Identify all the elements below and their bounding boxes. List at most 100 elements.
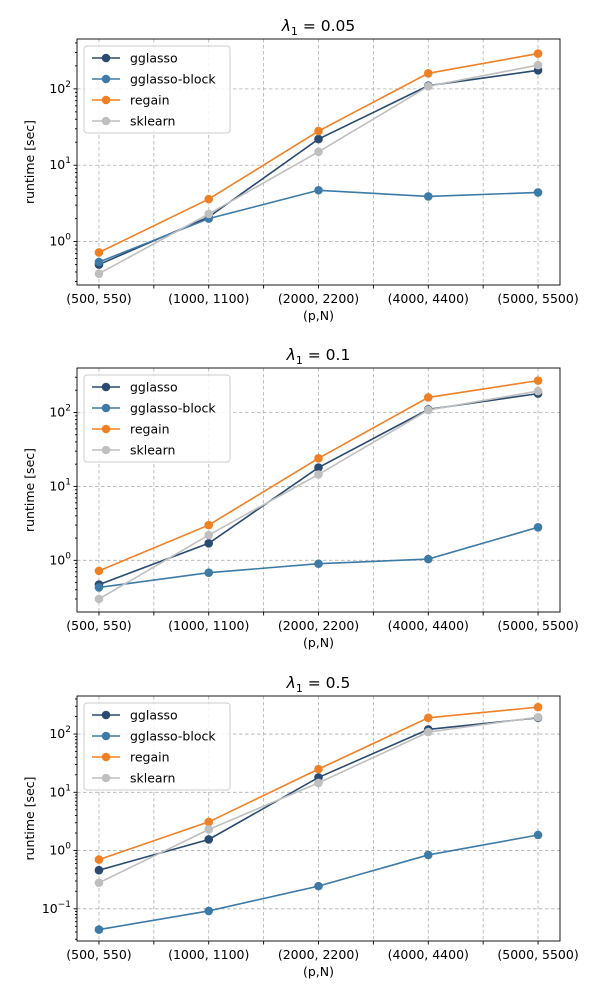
data-point-gglasso-block xyxy=(423,554,433,564)
data-point-gglasso-block xyxy=(314,881,323,891)
data-point-sklearn xyxy=(314,470,323,479)
plot-frame xyxy=(76,367,561,613)
y-axis-label: runtime [sec] xyxy=(22,776,37,860)
legend-label-gglasso-block: gglasso-block xyxy=(130,729,216,744)
x-tick-label: (1000, 1100) xyxy=(168,947,249,962)
x-tick-label: (500, 550) xyxy=(66,947,131,962)
data-point-gglasso xyxy=(94,865,104,875)
x-axis-label: (p,N) xyxy=(303,964,334,979)
legend-box xyxy=(83,374,231,463)
plot-frame xyxy=(76,695,561,942)
data-point-sklearn xyxy=(204,209,214,219)
legend-marker-sklearn xyxy=(101,116,111,126)
x-axis-label: (p,N) xyxy=(303,308,334,323)
legend-label-regain: regain xyxy=(130,93,170,108)
legend-marker-regain xyxy=(101,95,111,105)
plot-frame xyxy=(76,38,561,286)
data-point-gglasso-block xyxy=(94,925,104,934)
data-point-gglasso-block xyxy=(94,583,104,592)
legend-label-sklearn: sklearn xyxy=(130,114,175,129)
chart-panel-1: 100 101 102 (500, 550) (1000, 1100) (2000, 22… xyxy=(22,17,579,323)
data-point-gglasso-block xyxy=(94,257,104,267)
legend-label-regain: regain xyxy=(130,750,170,765)
data-point-gglasso-block xyxy=(423,850,433,860)
data-point-sklearn xyxy=(423,405,433,415)
chart-title: λ1 = 0.1 xyxy=(286,346,351,367)
legend-marker-gglasso xyxy=(101,382,111,392)
legend-label-regain: regain xyxy=(130,422,170,437)
data-point-regain xyxy=(204,520,214,530)
chart-panel-2: 100 101 102 (500, 550) (1000, 1100) (2000, 22… xyxy=(22,346,579,650)
y-tick-label: 100 xyxy=(49,551,71,567)
chart-title: λ1 = 0.05 xyxy=(281,17,356,38)
data-point-sklearn xyxy=(204,825,214,834)
data-point-gglasso-block xyxy=(533,522,543,532)
legend-label-gglasso-block: gglasso-block xyxy=(130,401,216,416)
data-point-gglasso-block xyxy=(533,830,543,840)
legend-label-gglasso: gglasso xyxy=(130,51,178,66)
data-point-sklearn xyxy=(314,778,323,788)
x-tick-label: (4000, 4400) xyxy=(388,291,469,306)
x-tick-label: (5000, 5500) xyxy=(497,618,578,633)
data-point-sklearn xyxy=(533,712,543,722)
data-point-sklearn xyxy=(423,727,433,737)
y-tick-label: 101 xyxy=(49,783,71,799)
legend-label-sklearn: sklearn xyxy=(130,771,175,786)
legend-box xyxy=(83,702,231,791)
x-tick-label: (500, 550) xyxy=(66,618,131,633)
legend-label-gglasso: gglasso xyxy=(130,380,178,395)
legend-marker-gglasso-block xyxy=(101,74,111,84)
data-point-gglasso xyxy=(204,539,214,548)
data-point-sklearn xyxy=(94,594,104,604)
legend-marker-gglasso xyxy=(101,710,111,720)
legend-marker-regain xyxy=(101,424,111,434)
data-point-gglasso xyxy=(314,134,323,144)
y-tick-label: 10−1 xyxy=(42,900,71,916)
y-tick-label: 100 xyxy=(49,842,71,858)
data-point-regain xyxy=(314,454,323,463)
data-point-gglasso-block xyxy=(204,906,214,916)
x-axis-label: (p,N) xyxy=(303,635,334,650)
data-point-gglasso xyxy=(204,835,214,844)
data-point-regain xyxy=(94,855,104,864)
data-point-sklearn xyxy=(94,269,104,278)
legend-marker-gglasso-block xyxy=(101,403,111,413)
y-tick-label: 102 xyxy=(49,80,71,96)
y-tick-label: 102 xyxy=(49,725,71,741)
legend: gglasso gglasso-block regain sklearn xyxy=(83,702,231,791)
data-point-regain xyxy=(94,566,104,576)
data-point-regain xyxy=(423,713,433,723)
legend-label-gglasso-block: gglasso-block xyxy=(130,72,216,87)
data-point-gglasso xyxy=(314,463,323,472)
data-point-gglasso-block xyxy=(314,559,323,569)
x-tick-label: (2000, 2200) xyxy=(278,291,359,306)
x-tick-label: (5000, 5500) xyxy=(497,291,578,306)
legend-marker-regain xyxy=(101,752,111,762)
legend: gglasso gglasso-block regain sklearn xyxy=(83,374,231,463)
data-point-gglasso-block xyxy=(423,192,433,201)
data-point-sklearn xyxy=(204,530,214,540)
legend-label-sklearn: sklearn xyxy=(130,443,175,458)
legend-marker-sklearn xyxy=(101,445,111,455)
y-axis-label: runtime [sec] xyxy=(22,448,37,532)
data-point-gglasso-block xyxy=(533,188,543,197)
y-tick-label: 101 xyxy=(49,477,71,493)
data-point-regain xyxy=(533,702,543,712)
data-point-regain xyxy=(94,248,104,257)
y-tick-label: 100 xyxy=(49,233,71,249)
data-point-regain xyxy=(314,764,323,774)
y-tick-label: 101 xyxy=(49,156,71,172)
x-tick-label: (2000, 2200) xyxy=(278,618,359,633)
y-tick-label: 102 xyxy=(49,404,71,420)
data-point-sklearn xyxy=(423,82,433,91)
data-point-regain xyxy=(423,68,433,78)
legend-label-gglasso: gglasso xyxy=(130,708,178,723)
x-tick-label: (1000, 1100) xyxy=(168,291,249,306)
data-point-regain xyxy=(533,49,543,58)
x-tick-label: (1000, 1100) xyxy=(168,618,249,633)
data-point-regain xyxy=(204,817,214,827)
x-tick-label: (5000, 5500) xyxy=(497,947,578,962)
chart-title: λ1 = 0.5 xyxy=(286,674,351,695)
data-point-gglasso-block xyxy=(314,185,323,195)
